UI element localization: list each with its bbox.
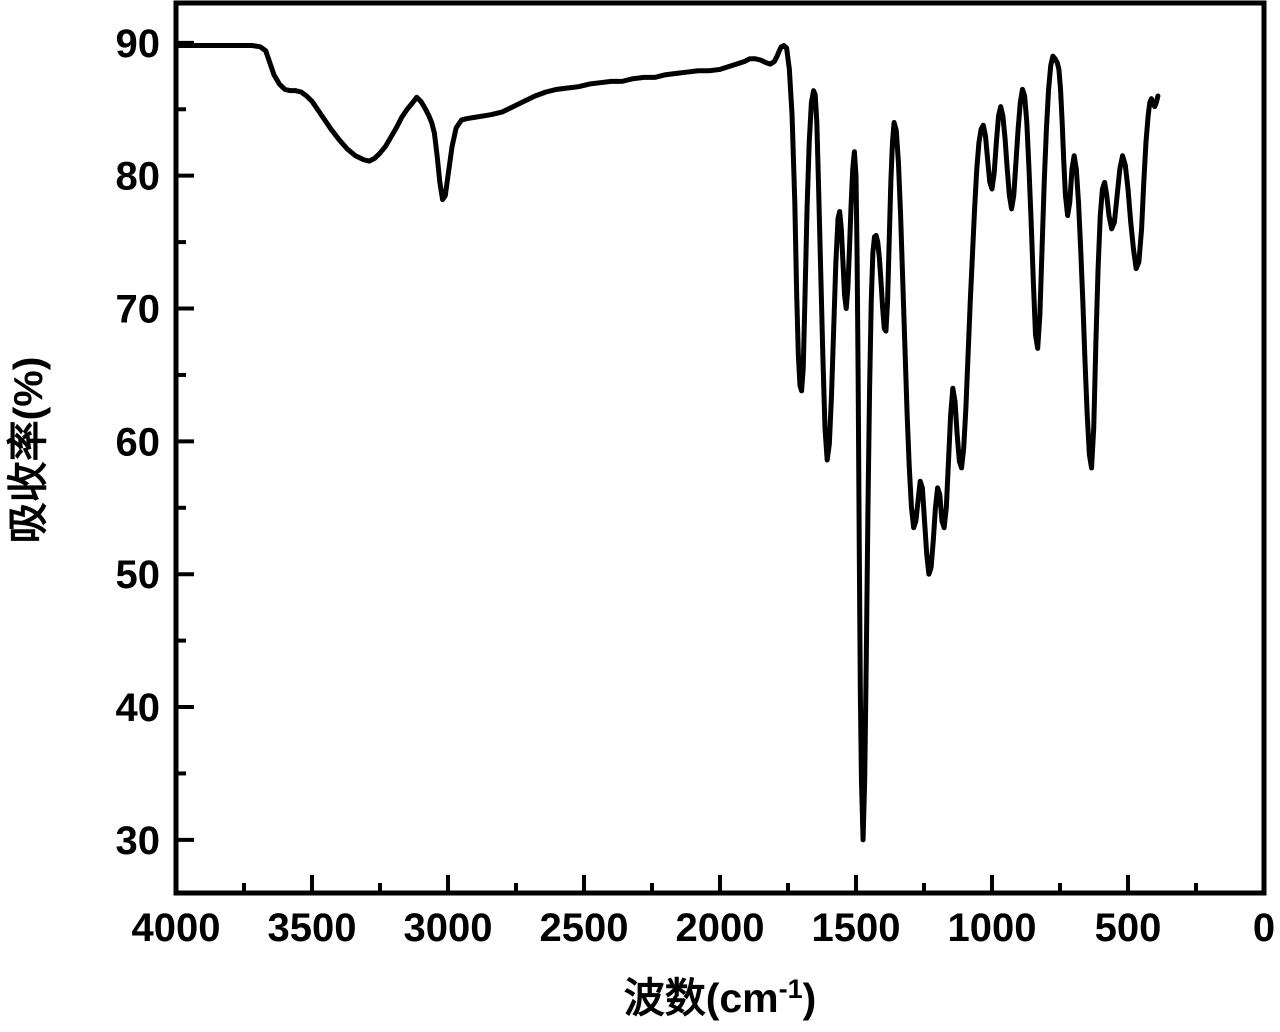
x-tick-label-4000: 4000: [132, 906, 221, 950]
x-tick-label-2500: 2500: [540, 906, 629, 950]
x-axis-title-tail: ): [803, 975, 817, 1021]
x-tick-label-1000: 1000: [948, 906, 1037, 950]
x-tick-label-500: 500: [1095, 906, 1162, 950]
y-tick-label-50: 50: [116, 553, 161, 597]
x-tick-label-3000: 3000: [404, 906, 493, 950]
y-tick-label-80: 80: [116, 155, 161, 199]
x-tick-label-2000: 2000: [676, 906, 765, 950]
x-axis-major-ticks: [174, 875, 1266, 893]
plot-frame: [173, 0, 1267, 896]
y-tick-label-90: 90: [116, 22, 161, 66]
y-axis-title: 吸收率(%): [5, 357, 51, 544]
x-tick-label-0: 0: [1253, 906, 1275, 950]
x-tick-label-3500: 3500: [268, 906, 357, 950]
y-tick-label-60: 60: [116, 420, 161, 464]
x-axis-title: 波数(cm-1): [624, 974, 817, 1021]
x-axis-title-superscript: -1: [779, 974, 803, 1004]
spectrum-trace: [173, 43, 1161, 843]
y-tick-label-30: 30: [116, 819, 161, 863]
y-tick-label-40: 40: [116, 686, 161, 730]
axis-box: [173, 0, 1267, 896]
y-tick-label-70: 70: [116, 288, 161, 332]
y-axis-major-ticks: [176, 40, 194, 842]
x-axis-minor-ticks: [242, 883, 1198, 893]
x-tick-label-1500: 1500: [812, 906, 901, 950]
y-axis-minor-ticks: [176, 107, 186, 776]
x-axis-title-base: 波数(cm: [624, 975, 779, 1021]
x-axis-tick-labels: 4000 3500 3000 2500 2000 1500 1000 500 0: [132, 906, 1276, 950]
y-axis-tick-labels: 30 40 50 60 70 80 90: [116, 22, 161, 863]
